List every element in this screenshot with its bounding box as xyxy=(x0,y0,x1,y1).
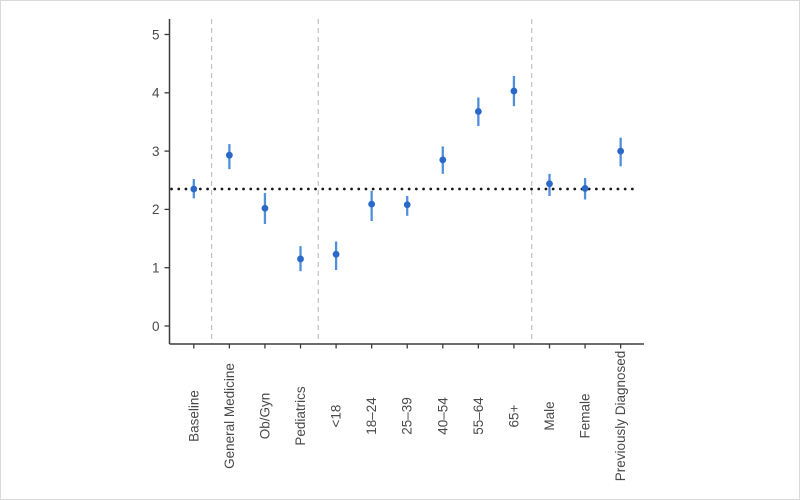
x-axis-category-label: Previously Diagnosed xyxy=(613,351,628,482)
data-point xyxy=(474,108,482,115)
y-axis-tick-label: 0 xyxy=(152,319,160,334)
y-axis-tick-label: 2 xyxy=(152,202,160,217)
data-point xyxy=(617,147,625,155)
x-axis-category-label: Baseline xyxy=(186,390,201,442)
y-axis-tick-label: 4 xyxy=(152,86,160,101)
data-point xyxy=(581,185,589,192)
y-axis-tick-label: 3 xyxy=(152,144,160,159)
x-axis-category-label: <18 xyxy=(329,405,344,428)
data-point xyxy=(439,156,447,164)
data-point xyxy=(403,201,411,209)
data-point xyxy=(297,255,304,263)
x-axis-category-label: 18–24 xyxy=(364,397,379,435)
data-point xyxy=(225,151,233,159)
x-axis-category-label: 55–64 xyxy=(471,397,486,435)
data-point xyxy=(190,185,198,193)
x-axis-category-label: General Medicine xyxy=(222,363,237,469)
x-axis-category-label: Male xyxy=(542,401,557,430)
x-axis-category-label: 25–39 xyxy=(400,397,415,435)
y-axis-tick-label: 5 xyxy=(152,27,160,42)
y-axis-tick-label: 1 xyxy=(152,261,160,276)
x-axis-category-label: 65+ xyxy=(506,404,521,427)
x-axis-category-label: Pediatrics xyxy=(293,386,308,446)
x-axis-category-label: Female xyxy=(578,393,593,438)
data-point xyxy=(261,204,269,212)
x-axis-category-label: 40–54 xyxy=(435,397,450,435)
data-point xyxy=(332,250,340,258)
data-point xyxy=(546,180,553,188)
data-point xyxy=(510,87,518,95)
x-axis-category-label: Ob/Gyn xyxy=(257,393,272,440)
data-point xyxy=(368,200,376,208)
